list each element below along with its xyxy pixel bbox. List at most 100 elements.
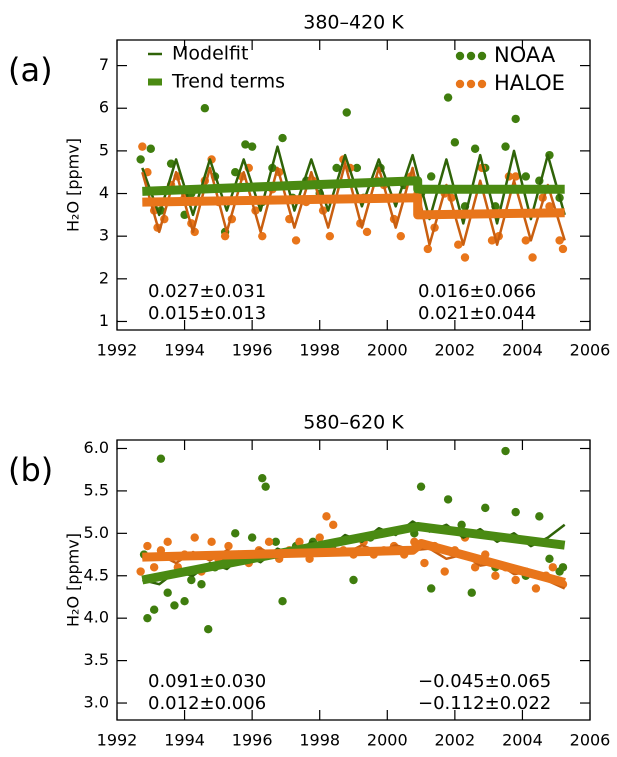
data-point xyxy=(470,563,480,572)
data-point xyxy=(535,512,544,521)
legend-swatch xyxy=(477,51,487,61)
data-point xyxy=(231,529,240,538)
y-tick-label: 4 xyxy=(99,183,109,202)
data-point xyxy=(138,142,147,151)
plot-frame xyxy=(116,39,591,331)
data-point xyxy=(143,541,152,551)
trend-line xyxy=(142,193,565,220)
data-point xyxy=(416,482,426,491)
y-tick-label: 3.0 xyxy=(84,693,109,712)
y-axis-label: H₂O [ppmv] xyxy=(64,138,83,232)
y-tick-label: 7 xyxy=(99,55,109,74)
data-point xyxy=(325,231,335,241)
y-tick-label: 1 xyxy=(99,311,109,330)
trend-annotation: 0.027±0.031 xyxy=(148,281,266,302)
legend-label: HALOE xyxy=(494,71,565,95)
x-tick-label: 2000 xyxy=(367,341,408,360)
legend-label: Trend terms xyxy=(171,71,285,93)
x-tick-label: 1994 xyxy=(164,341,205,360)
data-point xyxy=(329,520,338,530)
x-tick-label: 2002 xyxy=(434,731,475,750)
data-point xyxy=(241,140,250,149)
legend-swatch xyxy=(477,79,487,89)
data-point xyxy=(558,244,568,254)
data-point xyxy=(352,163,362,173)
data-point xyxy=(278,597,287,606)
legend-swatch xyxy=(466,79,476,89)
chart-title: 380–420 K xyxy=(303,12,404,34)
data-point xyxy=(457,520,466,530)
x-tick-label: 2000 xyxy=(367,731,408,750)
x-tick-label: 1996 xyxy=(232,731,273,750)
trend-annotation: 0.015±0.013 xyxy=(148,303,266,324)
data-point xyxy=(295,537,304,547)
data-point xyxy=(450,138,460,147)
data-point xyxy=(528,253,537,262)
data-point xyxy=(163,537,172,547)
x-tick-label: 2006 xyxy=(570,731,611,750)
data-point xyxy=(555,236,564,245)
data-point xyxy=(467,588,476,597)
y-tick-label: 6.0 xyxy=(84,438,109,457)
data-point xyxy=(460,253,470,262)
data-point xyxy=(200,104,210,113)
data-point xyxy=(332,163,341,173)
data-point xyxy=(204,625,213,634)
data-point xyxy=(443,93,453,102)
data-point xyxy=(146,144,155,153)
data-point xyxy=(396,231,405,241)
legend-swatch xyxy=(455,51,465,61)
data-point xyxy=(427,584,436,593)
legend-label: NOAA xyxy=(494,43,556,67)
data-point xyxy=(322,512,331,521)
data-point xyxy=(163,588,172,597)
data-point xyxy=(278,133,287,143)
panel: 380–420 K(a)H₂O [ppmv]1992 1994 1996 1998 20… xyxy=(8,12,610,360)
data-point xyxy=(548,563,558,572)
data-point xyxy=(545,554,554,563)
data-point xyxy=(531,584,541,593)
x-tick-label: 2004 xyxy=(502,731,543,750)
data-point xyxy=(136,155,145,164)
data-point xyxy=(258,231,267,241)
data-point xyxy=(481,503,490,513)
x-tick-label: 2004 xyxy=(502,341,543,360)
data-point xyxy=(258,473,267,483)
data-point xyxy=(170,601,179,610)
data-point xyxy=(136,567,145,576)
trend-line xyxy=(142,176,565,196)
y-tick-label: 6 xyxy=(99,98,109,117)
data-point xyxy=(427,172,436,181)
legend-label: Modelfit xyxy=(172,43,248,65)
data-point xyxy=(291,236,301,245)
data-point xyxy=(440,567,449,576)
data-point xyxy=(501,446,510,456)
data-point xyxy=(487,236,497,245)
trend-annotation: −0.045±0.065 xyxy=(418,671,551,692)
y-tick-label: 3.5 xyxy=(84,650,109,669)
data-point xyxy=(143,613,152,623)
data-point xyxy=(521,172,531,181)
x-tick-label: 2006 xyxy=(570,341,611,360)
data-point xyxy=(420,558,429,568)
y-tick-label: 4.0 xyxy=(84,608,109,627)
data-point xyxy=(558,563,568,572)
x-tick-label: 1998 xyxy=(299,341,340,360)
x-tick-label: 1996 xyxy=(232,341,273,360)
trend-annotation: 0.021±0.044 xyxy=(418,303,536,324)
data-point xyxy=(149,563,159,572)
data-point xyxy=(207,537,216,547)
data-point xyxy=(443,495,453,504)
panel: 580–620 K (b) H₂O [ppmv] 1992 1994 1996 1998 20… xyxy=(8,412,610,750)
y-tick-label: 5.0 xyxy=(84,523,109,542)
data-point xyxy=(187,575,196,585)
chart-title: 580–620 K xyxy=(303,412,404,434)
trend-annotation: 0.012±0.006 xyxy=(148,693,266,714)
data-point xyxy=(470,144,480,153)
data-point xyxy=(511,507,520,517)
data-point xyxy=(491,571,500,580)
data-point xyxy=(423,244,433,254)
y-tick-label: 3 xyxy=(99,226,109,245)
trend-annotation: 0.016±0.066 xyxy=(418,281,536,302)
